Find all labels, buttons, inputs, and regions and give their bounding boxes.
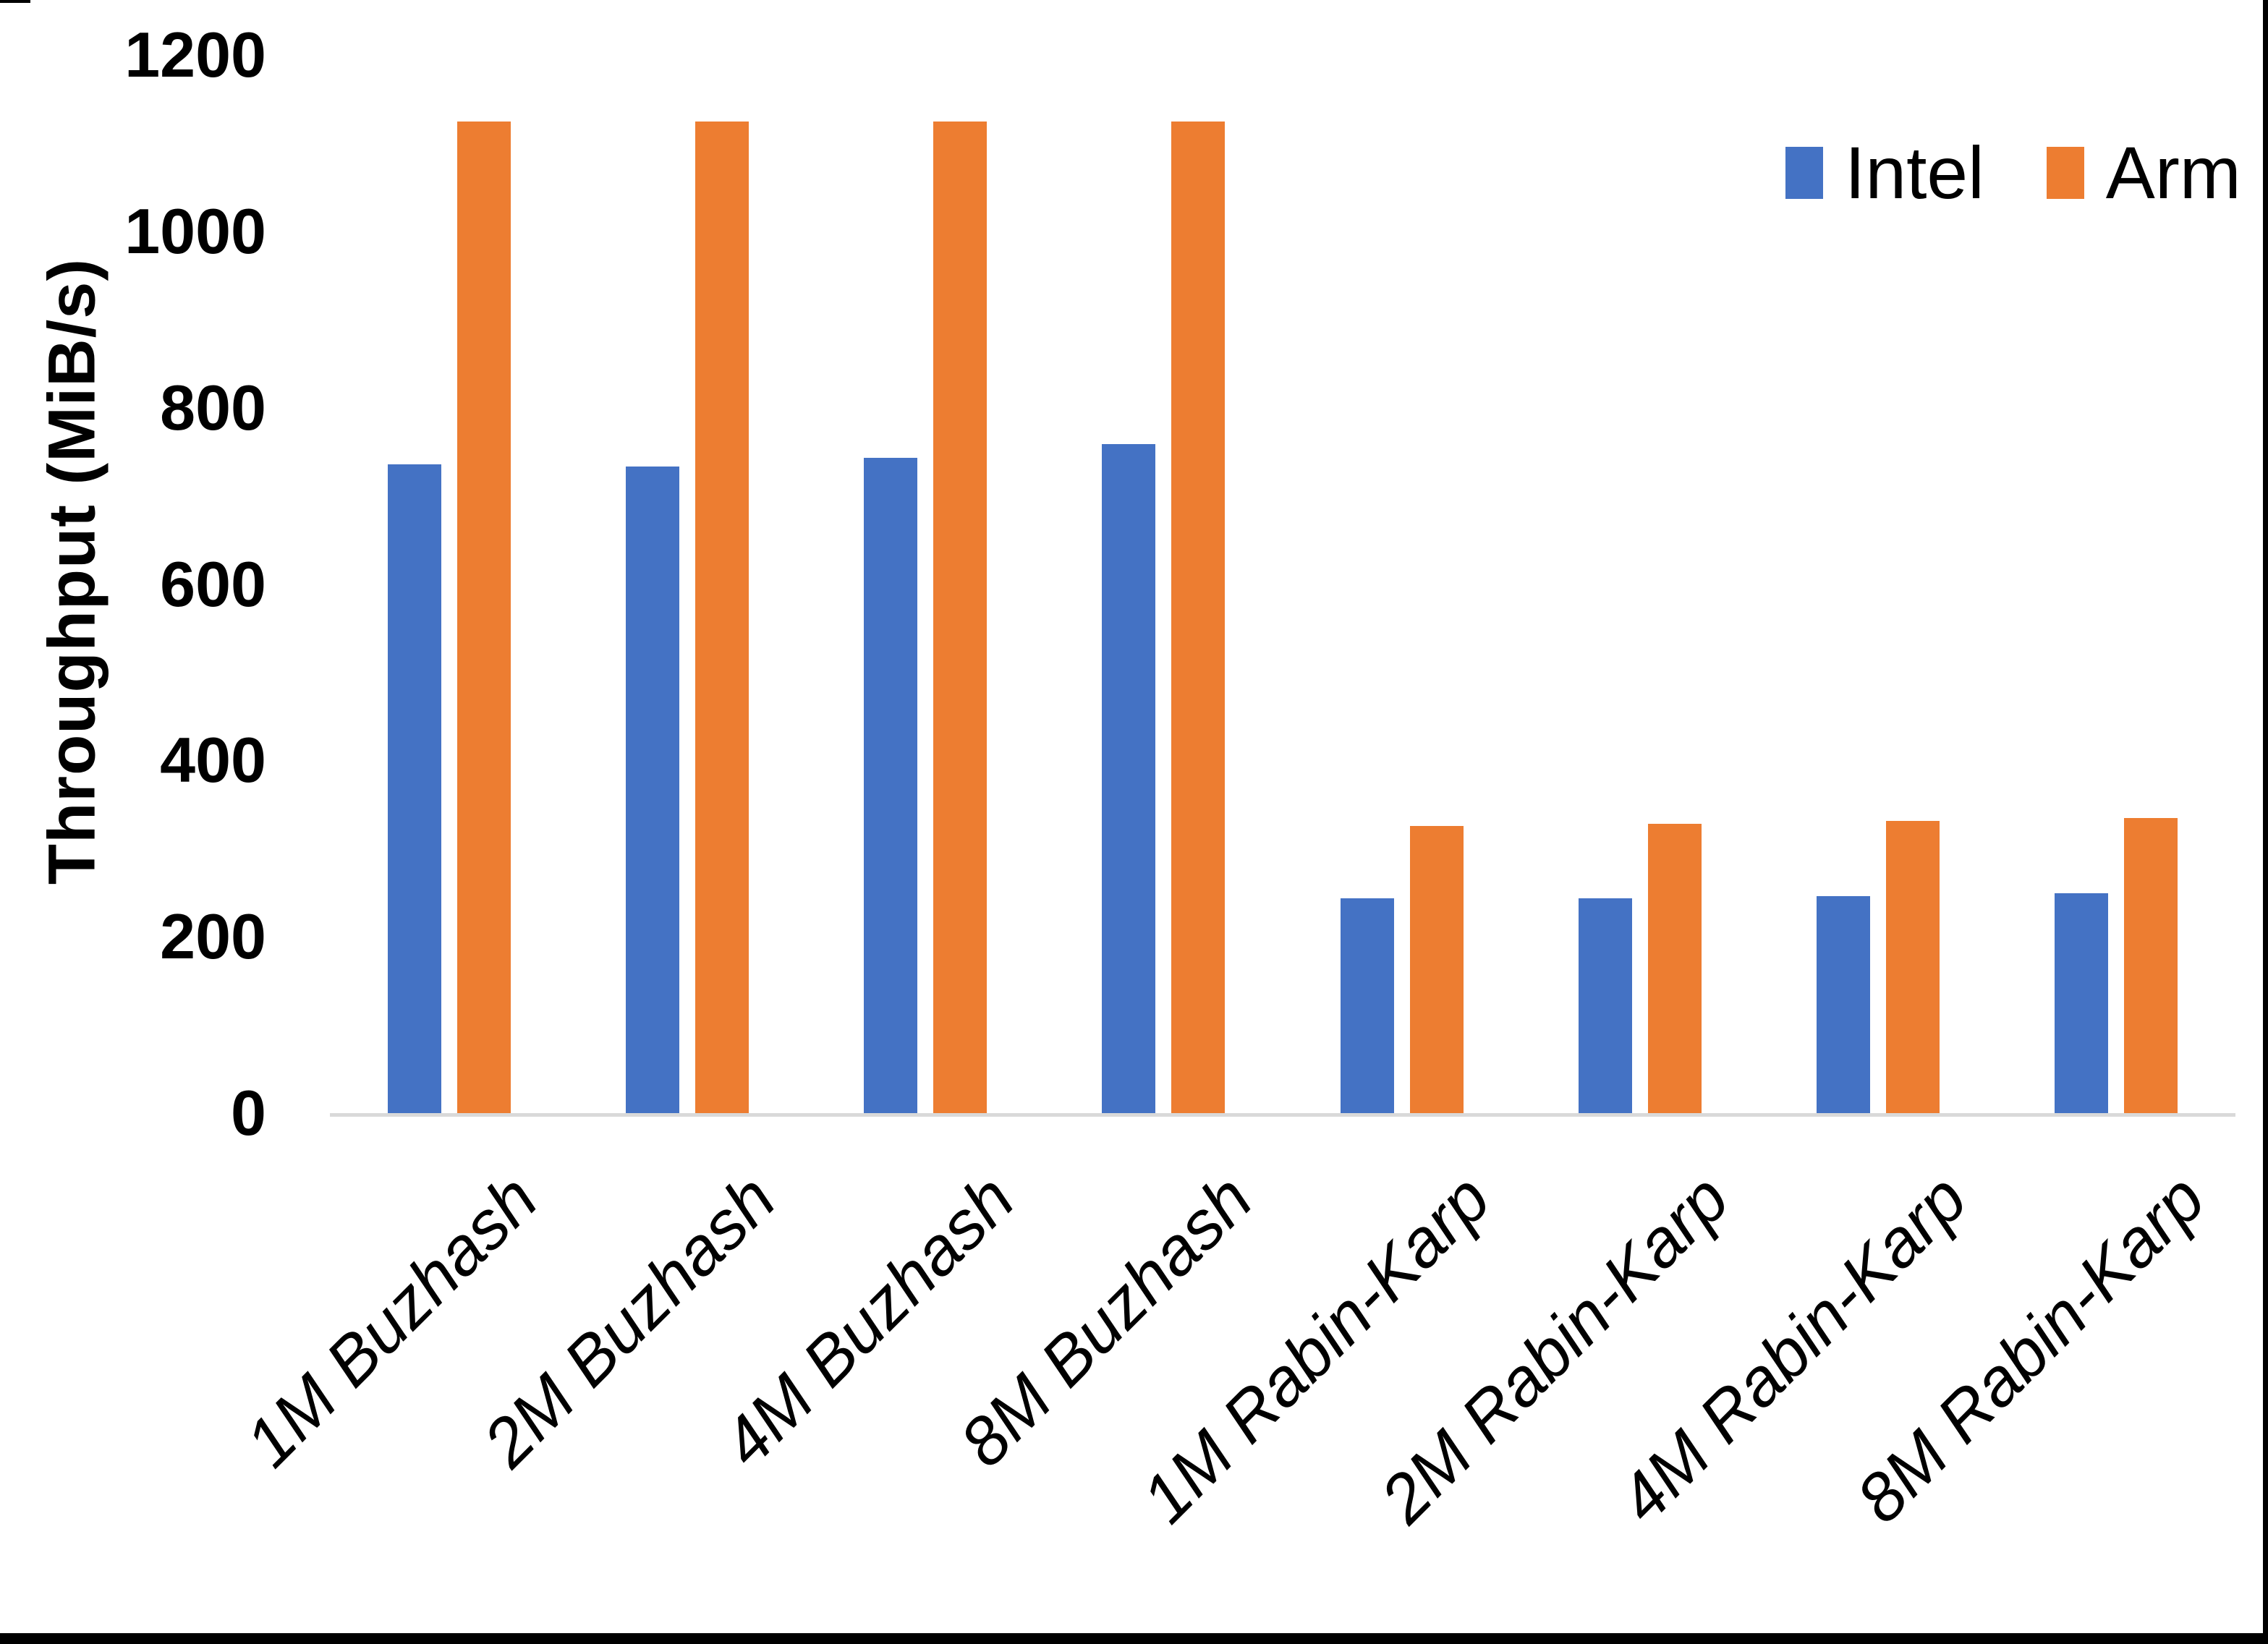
bar-intel-1m-buzhash xyxy=(388,464,441,1115)
y-tick-label-0: 0 xyxy=(231,1077,266,1149)
bar-intel-8m-rabin-karp xyxy=(2055,893,2108,1115)
screenshot-right-border xyxy=(2263,0,2268,1644)
bar-arm-2m-rabin-karp xyxy=(1648,824,1702,1115)
legend: Intel Arm xyxy=(1785,136,2241,210)
y-tick-label-200: 200 xyxy=(160,900,266,973)
intel-series-swatch-icon xyxy=(1785,147,1823,199)
screenshot-topleft-border xyxy=(0,0,30,3)
y-tick-label-400: 400 xyxy=(160,724,266,796)
bar-intel-4m-buzhash xyxy=(864,458,917,1115)
y-tick-label-1200: 1200 xyxy=(124,19,266,91)
y-tick-label-600: 600 xyxy=(160,548,266,620)
bar-arm-2m-buzhash xyxy=(695,122,749,1115)
bar-arm-4m-rabin-karp xyxy=(1886,821,1940,1115)
screenshot-bottom-border xyxy=(0,1633,2268,1644)
bar-arm-8m-rabin-karp xyxy=(2124,818,2178,1115)
x-axis-line xyxy=(330,1113,2235,1117)
bar-arm-1m-rabin-karp xyxy=(1410,826,1464,1115)
y-axis-title: Throughput (MiB/s) xyxy=(35,257,109,885)
legend-label-intel: Intel xyxy=(1845,132,1984,214)
bar-intel-4m-rabin-karp xyxy=(1817,896,1870,1115)
bar-arm-4m-buzhash xyxy=(933,122,987,1115)
bar-intel-2m-buzhash xyxy=(626,467,679,1115)
legend-item-arm: Arm xyxy=(2046,132,2241,214)
bar-intel-2m-rabin-karp xyxy=(1579,898,1632,1115)
bar-intel-1m-rabin-karp xyxy=(1341,898,1394,1115)
y-tick-label-800: 800 xyxy=(160,371,266,443)
legend-label-arm: Arm xyxy=(2105,132,2241,214)
bar-arm-1m-buzhash xyxy=(457,122,511,1115)
bar-arm-8m-buzhash xyxy=(1171,122,1225,1115)
y-tick-label-1000: 1000 xyxy=(124,195,266,268)
bar-intel-8m-buzhash xyxy=(1102,444,1155,1115)
legend-item-intel: Intel xyxy=(1785,136,1984,210)
arm-series-swatch-icon xyxy=(2046,147,2084,199)
